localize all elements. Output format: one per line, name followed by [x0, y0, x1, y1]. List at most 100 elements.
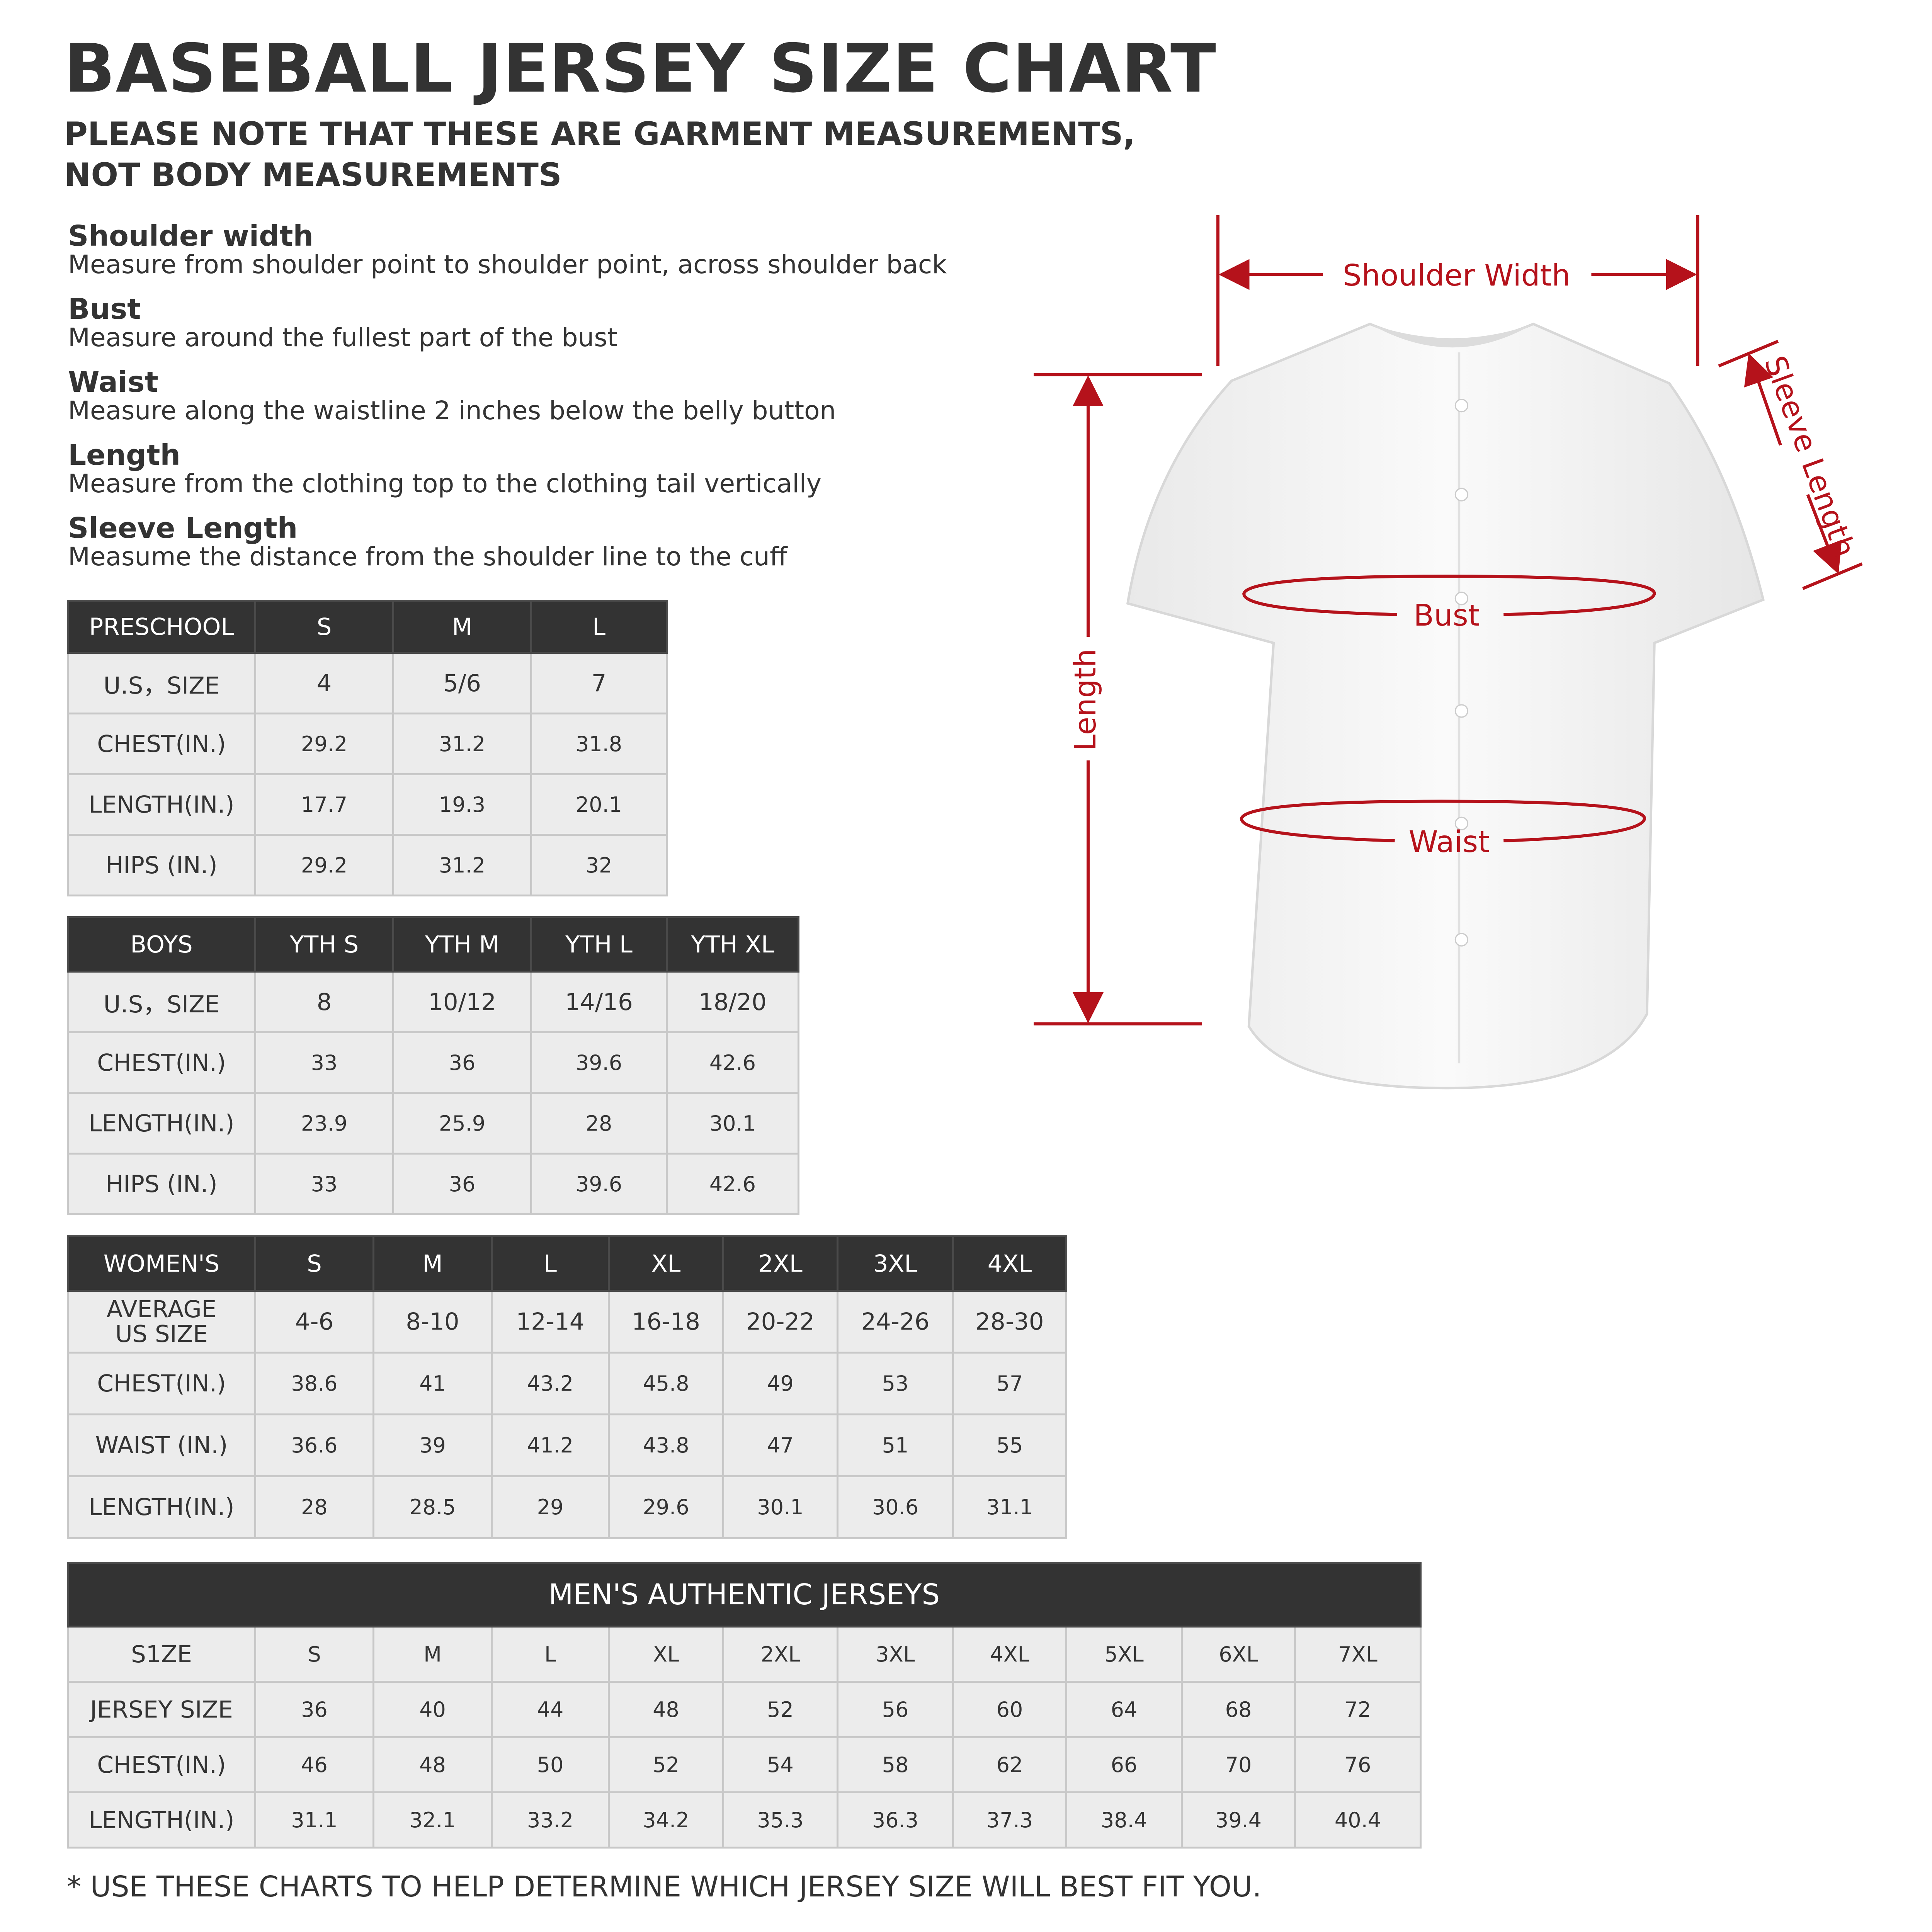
row-label: U.S，SIZE	[67, 971, 256, 1033]
table-cell: 4	[254, 652, 394, 714]
table-cell: 23.9	[254, 1092, 394, 1155]
waist-label: Waist	[1409, 825, 1490, 859]
table-cell: 31.2	[392, 713, 532, 775]
table-row: S1ZE S M L XL 2XL 3XL 4XL 5XL 6XL 7XL	[67, 1626, 1422, 1683]
page-title: BASEBALL JERSEY SIZE CHART	[64, 29, 1217, 107]
table-cell: 31.2	[392, 834, 532, 896]
table-cell: 10/12	[392, 971, 532, 1033]
table-cell: 48	[372, 1736, 493, 1793]
table-cell: 38.4	[1065, 1791, 1183, 1849]
row-label: S1ZE	[67, 1626, 256, 1683]
table-cell: 76	[1294, 1736, 1422, 1793]
table-cell: 57	[952, 1352, 1067, 1415]
table-cell: 29.2	[254, 834, 394, 896]
table-cell: 32	[530, 834, 668, 896]
definition-desc: Measure from the clothing top to the clo…	[68, 469, 821, 498]
definition-term: Sleeve Length	[68, 512, 298, 545]
womens-size-table: WOMEN'S S M L XL 2XL 3XL 4XL AVERAGE US SIZE 4-6 8-…	[67, 1235, 1067, 1539]
table-cell: 30.6	[837, 1475, 954, 1539]
table-cell: 50	[491, 1736, 610, 1793]
table-row: HIPS (IN.) 33 36 39.6 42.6	[67, 1153, 799, 1215]
table-title-row: MEN'S AUTHENTIC JERSEYS	[67, 1562, 1422, 1628]
row-label: LENGTH(IN.)	[67, 773, 256, 836]
table-cell: 36	[392, 1031, 532, 1094]
table-category-header: PRESCHOOL	[67, 600, 256, 654]
table-cell: 46	[254, 1736, 374, 1793]
size-column-header: S	[254, 600, 394, 654]
table-cell: 60	[952, 1681, 1067, 1738]
sleeve-length-label: Sleeve Length	[1757, 352, 1862, 562]
row-label: CHEST(IN.)	[67, 713, 256, 775]
table-cell: 39.6	[530, 1153, 668, 1215]
row-label: AVERAGE US SIZE	[67, 1290, 256, 1354]
definition-sleeve-length: Sleeve Length Measume the distance from t…	[68, 512, 947, 585]
row-label: LENGTH(IN.)	[67, 1475, 256, 1539]
table-cell: XL	[608, 1626, 724, 1683]
size-column-header: 2XL	[722, 1235, 838, 1292]
table-cell: 8	[254, 971, 394, 1033]
table-cell: 45.8	[608, 1352, 724, 1415]
table-cell: 49	[722, 1352, 838, 1415]
table-cell: 48	[608, 1681, 724, 1738]
table-cell: 55	[952, 1413, 1067, 1477]
table-row: LENGTH(IN.) 31.1 32.1 33.2 34.2 35.3 36.3 37.3 3…	[67, 1791, 1422, 1849]
table-cell: 39	[372, 1413, 493, 1477]
table-cell: 40.4	[1294, 1791, 1422, 1849]
table-cell: 36.6	[254, 1413, 374, 1477]
size-column-header: S	[254, 1235, 374, 1292]
table-cell: 56	[837, 1681, 954, 1738]
table-cell: 54	[722, 1736, 838, 1793]
table-cell: 28	[254, 1475, 374, 1539]
table-cell: 42.6	[666, 1031, 799, 1094]
table-row: CHEST(IN.) 38.6 41 43.2 45.8 49 53 57	[67, 1352, 1067, 1415]
table-cell: 39.4	[1181, 1791, 1296, 1849]
table-cell: 31.1	[952, 1475, 1067, 1539]
bust-label: Bust	[1413, 599, 1480, 633]
definition-term: Bust	[68, 293, 141, 326]
definition-term: Waist	[68, 366, 158, 399]
definition-term: Length	[68, 439, 181, 472]
page-subtitle: PLEASE NOTE THAT THESE ARE GARMENT MEASU…	[64, 114, 1135, 196]
table-cell: 33	[254, 1153, 394, 1215]
table-cell: 18/20	[666, 971, 799, 1033]
shoulder-width-label: Shoulder Width	[1343, 259, 1571, 293]
subtitle-line: NOT BODY MEASUREMENTS	[64, 156, 562, 194]
table-cell: 4-6	[254, 1290, 374, 1354]
table-cell: 36	[392, 1153, 532, 1215]
table-cell: 51	[837, 1413, 954, 1477]
definition-waist: Waist Measure along the waistline 2 inche…	[68, 366, 947, 439]
table-cell: 40	[372, 1681, 493, 1738]
table-cell: 64	[1065, 1681, 1183, 1738]
row-label: WAIST (IN.)	[67, 1413, 256, 1477]
table-cell: 30.1	[666, 1092, 799, 1155]
table-cell: 17.7	[254, 773, 394, 836]
table-cell: 30.1	[722, 1475, 838, 1539]
table-row: LENGTH(IN.) 23.9 25.9 28 30.1	[67, 1092, 799, 1155]
table-cell: 4XL	[952, 1626, 1067, 1683]
table-cell: 70	[1181, 1736, 1296, 1793]
row-label: U.S，SIZE	[67, 652, 256, 714]
size-column-header: L	[491, 1235, 610, 1292]
table-cell: 33	[254, 1031, 394, 1094]
table-cell: L	[491, 1626, 610, 1683]
table-row: LENGTH(IN.) 17.7 19.3 20.1	[67, 773, 668, 836]
table-cell: 37.3	[952, 1791, 1067, 1849]
table-cell: 62	[952, 1736, 1067, 1793]
row-label: LENGTH(IN.)	[67, 1791, 256, 1849]
table-row: HIPS (IN.) 29.2 31.2 32	[67, 834, 668, 896]
measurement-definitions: Shoulder width Measure from shoulder poin…	[68, 220, 947, 585]
table-row: AVERAGE US SIZE 4-6 8-10 12-14 16-18 20-22 24-2…	[67, 1290, 1067, 1354]
table-cell: 29.2	[254, 713, 394, 775]
table-cell: 38.6	[254, 1352, 374, 1415]
size-column-header: YTH S	[254, 916, 394, 973]
table-row: U.S，SIZE 8 10/12 14/16 18/20	[67, 971, 799, 1033]
table-cell: 44	[491, 1681, 610, 1738]
table-cell: 14/16	[530, 971, 668, 1033]
table-header-row: WOMEN'S S M L XL 2XL 3XL 4XL	[67, 1235, 1067, 1292]
table-category-header: BOYS	[67, 916, 256, 973]
table-cell: 58	[837, 1736, 954, 1793]
size-column-header: L	[530, 600, 668, 654]
definition-bust: Bust Measure around the fullest part of t…	[68, 293, 947, 366]
table-cell: 12-14	[491, 1290, 610, 1354]
